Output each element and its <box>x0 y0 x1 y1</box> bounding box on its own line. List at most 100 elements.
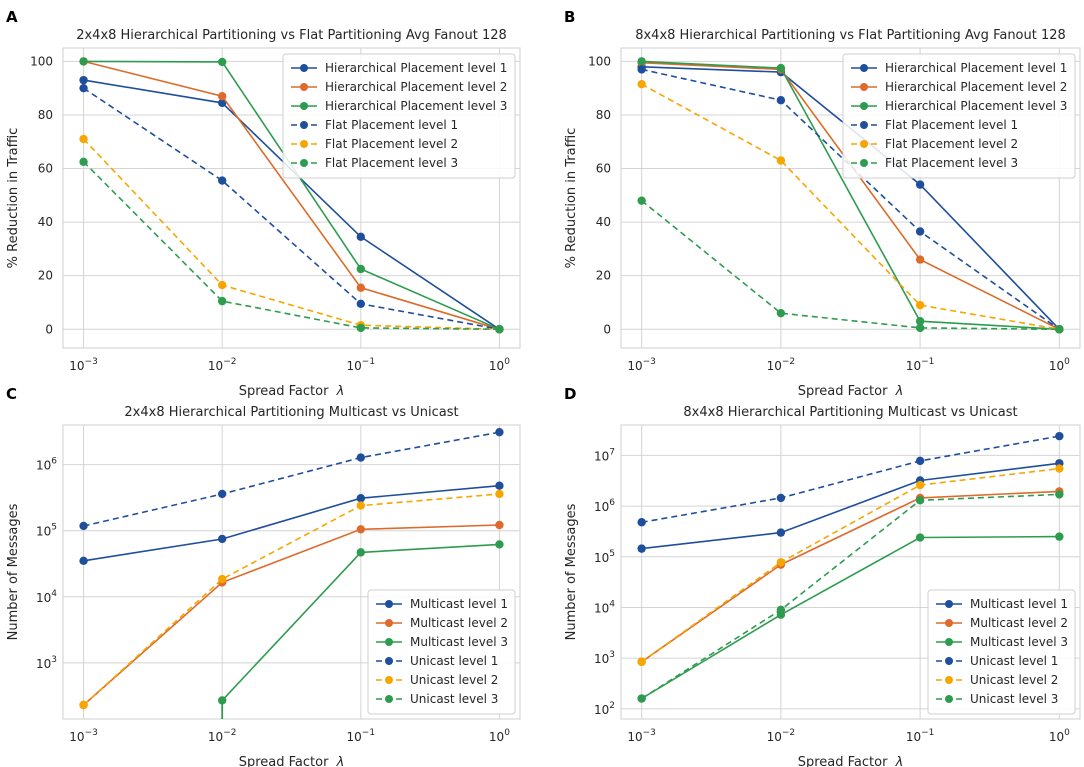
x-tick-label: 10−3 <box>627 357 656 373</box>
legend-label: Hierarchical Placement level 3 <box>325 99 507 113</box>
data-point <box>915 255 925 264</box>
legend-item: Flat Placement level 3 <box>291 156 458 170</box>
series-line <box>83 493 500 706</box>
x-tick-label: 10−2 <box>208 728 237 744</box>
y-tick-label: 0 <box>45 322 53 336</box>
legend-marker <box>385 600 393 608</box>
data-point <box>217 296 227 306</box>
y-tick-label: 20 <box>38 269 53 283</box>
y-tick-label: 100 <box>588 54 611 68</box>
legend-marker <box>945 638 953 646</box>
series-unicast-level-2 <box>637 464 1064 666</box>
legend-marker <box>300 159 308 167</box>
series-unicast-level-2 <box>79 489 504 710</box>
legend-marker <box>300 121 308 129</box>
chart-title: 8x4x8 Hierarchical Partitioning vs Flat … <box>635 28 1066 43</box>
series-line <box>641 490 1060 663</box>
legend-item: Multicast level 2 <box>376 616 508 630</box>
legend-marker <box>945 619 953 627</box>
series-multicast-level-1 <box>79 481 504 566</box>
legend-marker <box>860 102 868 110</box>
y-tick-label: 106 <box>594 498 615 514</box>
legend-box <box>367 589 516 715</box>
x-tick-label: 10−1 <box>906 728 935 744</box>
legend-marker <box>300 64 308 72</box>
legend-item: Flat Placement level 1 <box>291 118 458 132</box>
data-point <box>915 456 925 466</box>
legend-label: Flat Placement level 3 <box>885 156 1018 170</box>
legend-label: Multicast level 2 <box>410 616 508 630</box>
chart-title: 2x4x8 Hierarchical Partitioning Multicas… <box>124 405 458 420</box>
legend-label: Multicast level 3 <box>410 635 508 649</box>
series-flat-placement-level-3 <box>637 196 1064 334</box>
legend: Multicast level 1 Multicast level 2 Multic… <box>367 589 516 715</box>
data-point <box>217 280 227 290</box>
series-multicast-level-3 <box>637 532 1064 703</box>
data-point <box>1055 464 1064 473</box>
series-unicast-level-3 <box>637 490 1064 703</box>
data-point <box>356 283 366 292</box>
data-point <box>495 481 504 490</box>
legend-item: Flat Placement level 3 <box>851 156 1018 170</box>
series-line <box>83 431 500 527</box>
series-unicast-level-1 <box>79 427 504 531</box>
data-point <box>217 176 227 185</box>
data-point <box>776 558 786 567</box>
data-point <box>217 574 227 584</box>
series-line <box>641 462 1060 550</box>
panel-letter: D <box>564 385 576 403</box>
legend: Hierarchical Placement level 1 Hierarchic… <box>842 53 1076 179</box>
legend-item: Multicast level 3 <box>376 635 508 649</box>
y-axis-label: Number of Messages <box>6 503 21 640</box>
panel-letter: B <box>564 8 575 26</box>
legend-item: Hierarchical Placement level 2 <box>851 80 1067 94</box>
y-tick-label: 105 <box>594 549 615 565</box>
data-point <box>1055 490 1064 499</box>
data-point <box>637 196 646 205</box>
legend-item: Flat Placement level 2 <box>291 137 458 151</box>
data-point <box>637 694 646 703</box>
legend-item: Unicast level 3 <box>376 692 498 706</box>
data-point <box>79 134 88 144</box>
x-tick-label: 10−2 <box>767 728 796 744</box>
data-point <box>1055 325 1064 334</box>
y-tick-label: 80 <box>596 108 611 122</box>
legend-item: Multicast level 2 <box>936 616 1068 630</box>
y-tick-label: 107 <box>594 447 615 463</box>
data-point <box>356 525 366 534</box>
data-point <box>79 700 88 710</box>
series-line <box>83 87 500 331</box>
legend-label: Multicast level 2 <box>970 616 1068 630</box>
series-line <box>641 68 1060 330</box>
legend-item: Hierarchical Placement level 3 <box>291 99 507 113</box>
y-tick-label: 106 <box>36 457 57 473</box>
data-point <box>637 65 646 74</box>
legend-label: Flat Placement level 2 <box>325 137 458 151</box>
legend-item: Multicast level 1 <box>936 597 1068 611</box>
legend-box <box>282 53 516 179</box>
legend-marker <box>860 121 868 129</box>
panel-letter: C <box>6 385 17 403</box>
panel-letter: A <box>6 8 18 26</box>
legend-label: Unicast level 3 <box>410 692 498 706</box>
series-line <box>641 83 1060 331</box>
y-tick-label: 100 <box>30 54 53 68</box>
x-axis-label: Spread Factor λ <box>798 755 904 767</box>
legend-label: Unicast level 1 <box>970 654 1058 668</box>
legend-item: Unicast level 2 <box>376 673 498 687</box>
legend-marker <box>385 695 393 703</box>
data-point <box>217 98 227 108</box>
x-axis-label: Spread Factor λ <box>239 755 345 767</box>
y-tick-label: 103 <box>36 655 57 671</box>
legend-marker <box>300 102 308 110</box>
legend-marker <box>945 676 953 684</box>
y-tick-label: 40 <box>596 215 611 229</box>
series-line <box>641 493 1060 700</box>
legend-marker <box>945 600 953 608</box>
x-tick-label: 10−1 <box>347 357 376 373</box>
chart-title: 2x4x8 Hierarchical Partitioning vs Flat … <box>76 28 507 43</box>
legend-item: Unicast level 3 <box>936 692 1058 706</box>
data-point <box>776 493 786 503</box>
panel-a: A 10−3 10−2 10−1 100 0 20 40 60 80 100 2x4x8 Hierar… <box>6 8 521 399</box>
legend-item: Multicast level 3 <box>936 635 1068 649</box>
